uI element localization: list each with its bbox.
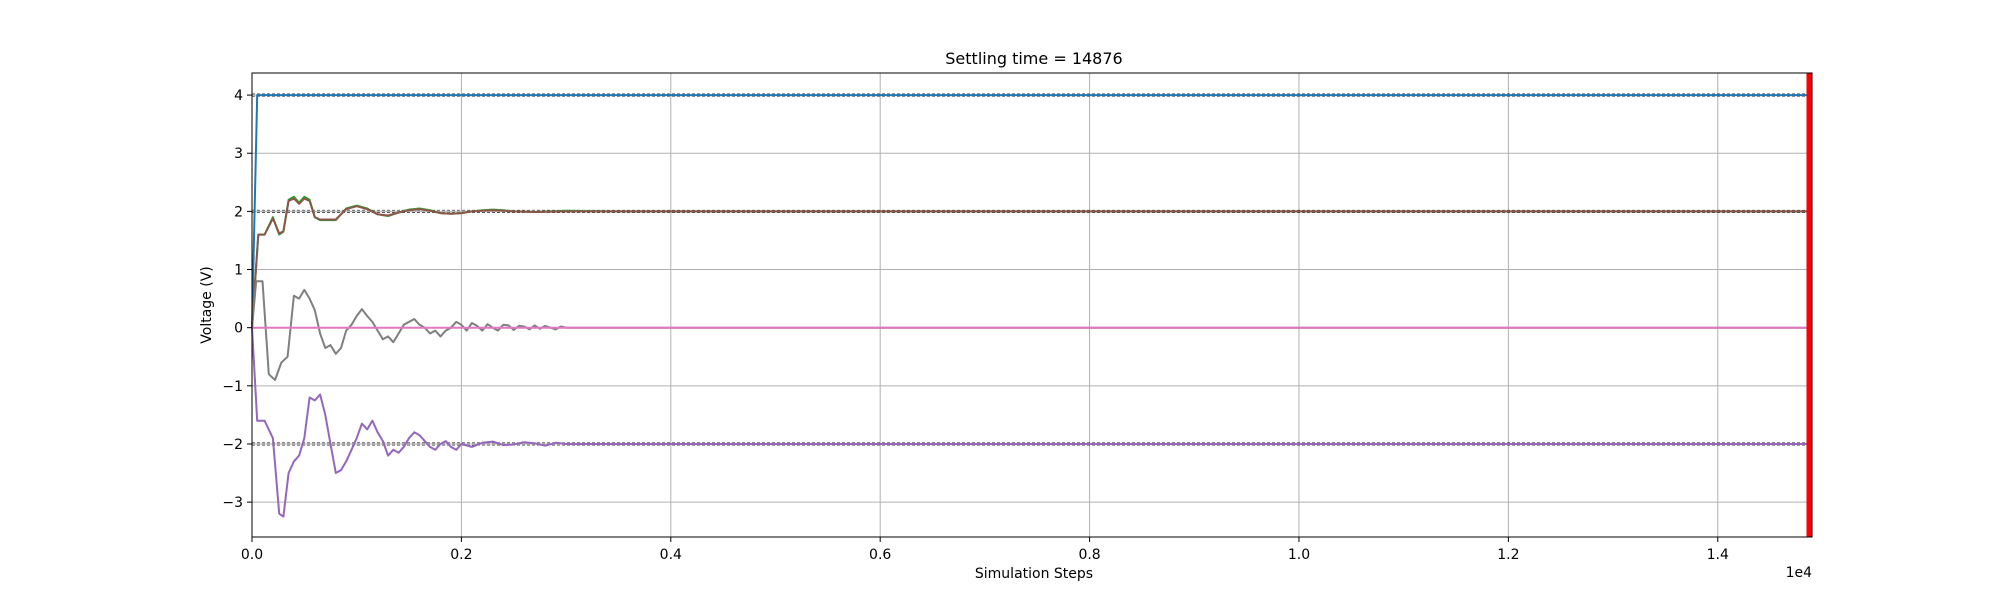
series-line (251, 197, 1812, 328)
x-axis-ticks: 0.0 0.2 0.4 0.6 0.8 1.0 1.2 1.4 (241, 537, 1729, 563)
x-tick-label: 0.2 (450, 547, 472, 563)
x-axis-label: Simulation Steps (975, 566, 1093, 582)
plot-frame (251, 72, 1813, 538)
series-line (251, 94, 1812, 328)
x-tick-label: 1.0 (1288, 547, 1310, 563)
x-tick-label: 0.4 (660, 547, 682, 563)
y-tick-label: 4 (234, 88, 243, 104)
series-line (251, 327, 1812, 518)
x-tick-label: 0.8 (1078, 547, 1100, 563)
chart-title: Settling time = 14876 (945, 49, 1122, 68)
y-tick-label: −3 (222, 495, 243, 511)
y-tick-label: 1 (234, 263, 243, 279)
x-tick-label: 0.6 (869, 547, 891, 563)
x-tick-label: 0.0 (241, 547, 263, 563)
y-tick-label: 0 (234, 321, 243, 337)
y-axis-label: Voltage (V) (199, 266, 215, 343)
x-axis-offset-label: 1e4 (1786, 565, 1813, 581)
y-tick-label: −2 (222, 437, 243, 453)
series-line (251, 195, 1812, 328)
y-tick-label: 3 (234, 146, 243, 162)
x-tick-label: 1.2 (1497, 547, 1519, 563)
y-tick-label: 2 (234, 204, 243, 220)
x-tick-label: 1.4 (1707, 547, 1729, 563)
series-line (251, 280, 1812, 381)
y-axis-ticks: −3 −2 −1 0 1 2 3 4 (222, 88, 252, 511)
grid (251, 73, 1812, 537)
y-tick-label: −1 (222, 379, 243, 395)
series-lines (251, 94, 1812, 518)
